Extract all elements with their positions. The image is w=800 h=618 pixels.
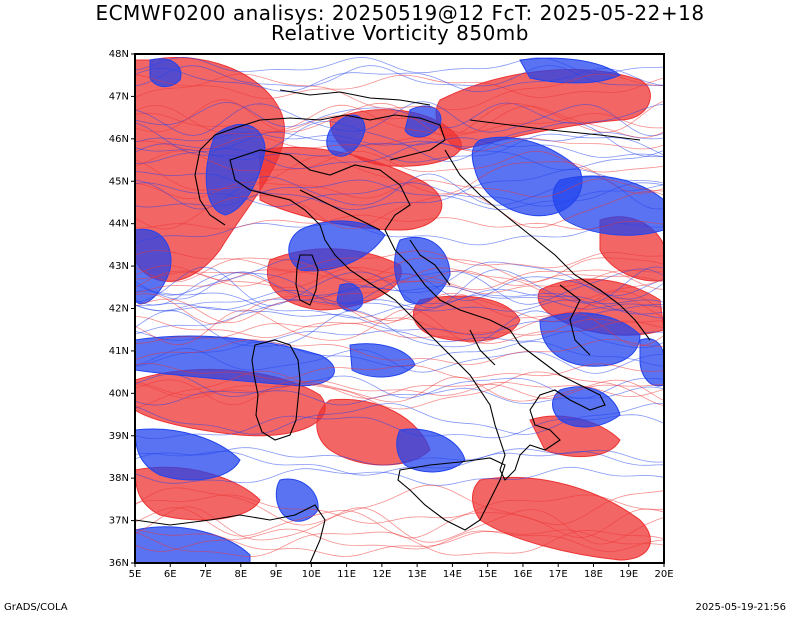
contour-line xyxy=(135,338,663,365)
contour-line xyxy=(135,289,664,312)
lon-label: 15E xyxy=(478,569,497,580)
lon-label: 9E xyxy=(270,569,283,580)
contour-line xyxy=(135,373,664,399)
chart-subtitle: Relative Vorticity 850mb xyxy=(271,21,529,45)
contour-line xyxy=(135,191,664,230)
lat-label: 37N xyxy=(109,516,129,527)
lat-label: 47N xyxy=(109,91,129,102)
lat-label: 38N xyxy=(109,473,129,484)
longitude-axis: 5E 6E 7E 8E 9E 10E 11E 12E 13E 14E 15E 16E 17E 18E 19E… xyxy=(129,563,674,580)
contour-line xyxy=(135,310,664,349)
contour-line xyxy=(135,131,664,164)
lon-label: 17E xyxy=(549,569,568,580)
contour-line xyxy=(135,451,664,476)
footer-credit: GrADS/COLA xyxy=(4,602,68,613)
contour-line xyxy=(135,285,664,311)
contour-line xyxy=(135,414,664,440)
lat-label: 42N xyxy=(109,304,129,315)
contour-line xyxy=(135,529,664,557)
contour-line xyxy=(135,74,664,99)
contour-line xyxy=(135,67,664,93)
contour-line xyxy=(135,362,664,380)
footer-timestamp: 2025-05-19-21:56 xyxy=(695,602,786,613)
contour-line xyxy=(135,132,664,148)
lat-label: 43N xyxy=(109,261,129,272)
lat-label: 46N xyxy=(109,134,129,145)
contour-line xyxy=(135,447,664,466)
contour-line xyxy=(135,65,664,87)
contour-line xyxy=(135,403,663,435)
lat-label: 44N xyxy=(109,219,129,230)
contour-field xyxy=(135,54,664,563)
contour-line xyxy=(135,56,664,75)
contour-line xyxy=(135,214,664,230)
contour-line xyxy=(135,484,664,526)
contour-line xyxy=(135,137,664,161)
contour-line xyxy=(135,104,664,139)
contour-line xyxy=(135,309,664,336)
coastlines-borders xyxy=(135,89,651,563)
contour-line xyxy=(135,135,664,152)
contour-line xyxy=(135,268,664,306)
lon-label: 16E xyxy=(513,569,532,580)
chart-title: ECMWF0200 analisys: 20250519@12 FcT: 202… xyxy=(95,1,705,25)
contour-line xyxy=(135,370,664,410)
contour-line xyxy=(135,316,664,338)
contour-line xyxy=(135,179,664,211)
contour-line xyxy=(135,507,664,539)
lat-label: 36N xyxy=(109,558,129,569)
lon-label: 6E xyxy=(164,569,177,580)
contour-line xyxy=(135,528,664,553)
contour-line xyxy=(135,168,664,211)
contour-line xyxy=(135,271,664,302)
lon-label: 11E xyxy=(337,569,356,580)
contour-line xyxy=(135,178,664,200)
lat-label: 48N xyxy=(109,49,129,60)
contour-line xyxy=(135,150,664,173)
contour-line xyxy=(135,267,664,302)
contour-line xyxy=(135,383,664,399)
contour-line xyxy=(135,173,664,210)
lon-label: 18E xyxy=(584,569,603,580)
lon-label: 20E xyxy=(654,569,673,580)
contour-line xyxy=(135,266,664,309)
contour-line xyxy=(135,112,664,134)
contour-line xyxy=(135,73,664,111)
contour-line xyxy=(135,120,664,162)
contour-line xyxy=(135,320,664,345)
lon-label: 12E xyxy=(372,569,391,580)
contour-line xyxy=(135,529,664,557)
lon-label: 7E xyxy=(199,569,212,580)
contour-line xyxy=(135,506,664,545)
lon-label: 13E xyxy=(408,569,427,580)
lon-label: 8E xyxy=(234,569,247,580)
contour-line xyxy=(135,308,664,347)
contour-line xyxy=(135,380,664,397)
lat-label: 39N xyxy=(109,431,129,442)
lon-label: 10E xyxy=(302,569,321,580)
contour-line xyxy=(135,376,664,406)
contour-line xyxy=(135,340,664,368)
lon-label: 19E xyxy=(619,569,638,580)
contour-line xyxy=(135,257,664,283)
lon-label: 5E xyxy=(129,569,142,580)
latitude-axis: 36N 37N 38N 39N 40N 41N 42N 43N 44N 45N 46N 47N 48N xyxy=(109,49,135,569)
lon-label: 14E xyxy=(443,569,462,580)
contour-line xyxy=(135,222,664,246)
lat-label: 41N xyxy=(109,346,129,357)
lat-label: 40N xyxy=(109,388,129,399)
contour-line xyxy=(135,101,664,137)
lat-label: 45N xyxy=(109,176,129,187)
